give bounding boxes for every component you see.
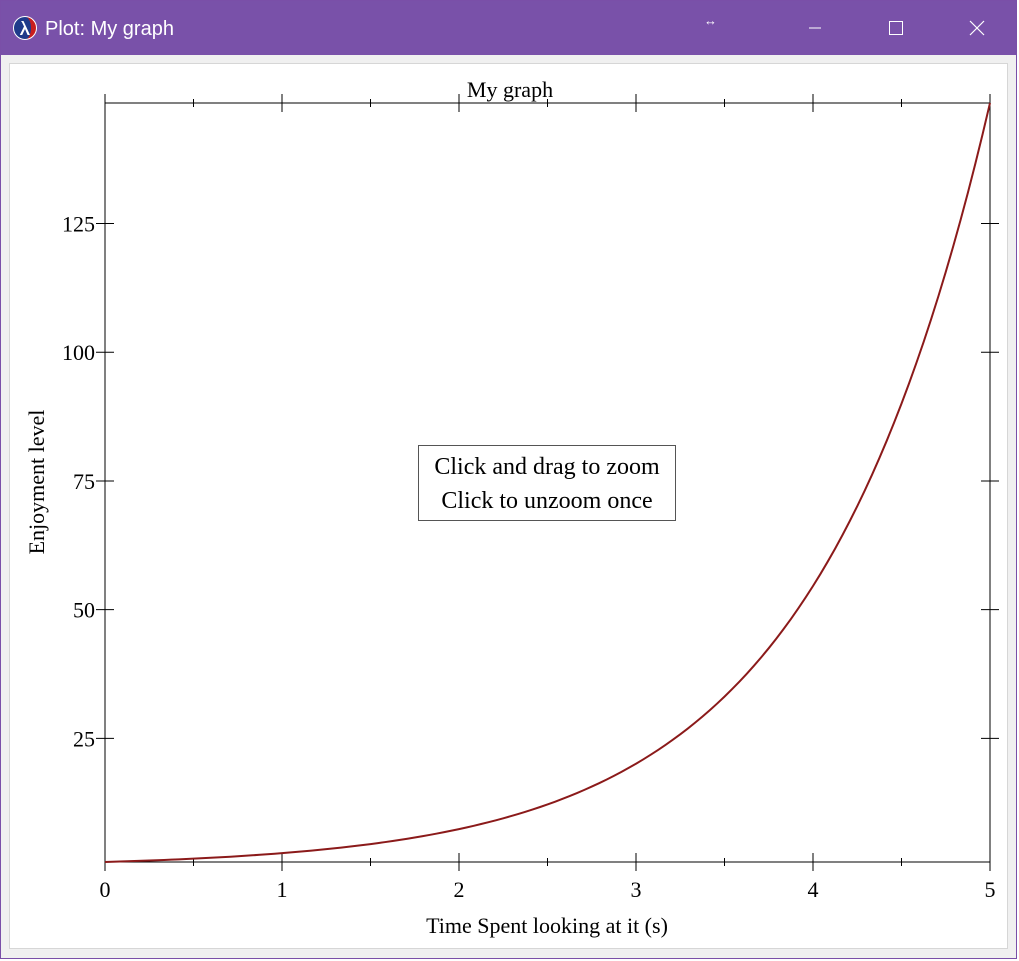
resize-indicator: ↔ — [704, 13, 717, 28]
zoom-hint-box: Click and drag to zoom Click to unzoom o… — [418, 445, 676, 521]
x-tick-label-3: 3 — [631, 877, 642, 902]
x-tick-label-2: 2 — [454, 877, 465, 902]
maximize-button[interactable] — [855, 1, 937, 55]
zoom-hint-line-2: Click to unzoom once — [441, 488, 653, 514]
chart-title: My graph — [467, 77, 553, 102]
y-tick-label-25: 25 — [73, 726, 95, 751]
minimize-icon — [809, 27, 821, 29]
y-tick-label-50: 50 — [73, 598, 95, 623]
y-axis-label: Enjoyment level — [24, 410, 49, 555]
series-line-0 — [104, 102, 991, 863]
x-tick-label-1: 1 — [277, 877, 288, 902]
lambda-app-icon — [13, 16, 37, 40]
close-button[interactable] — [936, 1, 1018, 55]
x-tick-label-5: 5 — [985, 877, 996, 902]
y-ticks — [96, 222, 999, 739]
x-axis-label: Time Spent looking at it (s) — [426, 913, 668, 938]
minimize-button[interactable] — [774, 1, 856, 55]
window-title: Plot: My graph — [45, 18, 174, 40]
y-tick-label-125: 125 — [62, 211, 95, 236]
y-tick-label-75: 75 — [73, 469, 95, 494]
y-tick-label-100: 100 — [62, 340, 95, 365]
plot-canvas[interactable]: 0 1 2 3 4 5 25 50 75 100 125 My graph Time Spent loo… — [10, 64, 1009, 950]
maximize-icon — [889, 21, 903, 35]
title-bar[interactable]: Plot: My graph ↔ — [1, 1, 1016, 55]
x-tick-label-0: 0 — [100, 877, 111, 902]
close-icon — [969, 20, 985, 36]
x-tick-label-4: 4 — [808, 877, 819, 902]
zoom-hint-line-1: Click and drag to zoom — [434, 454, 660, 480]
